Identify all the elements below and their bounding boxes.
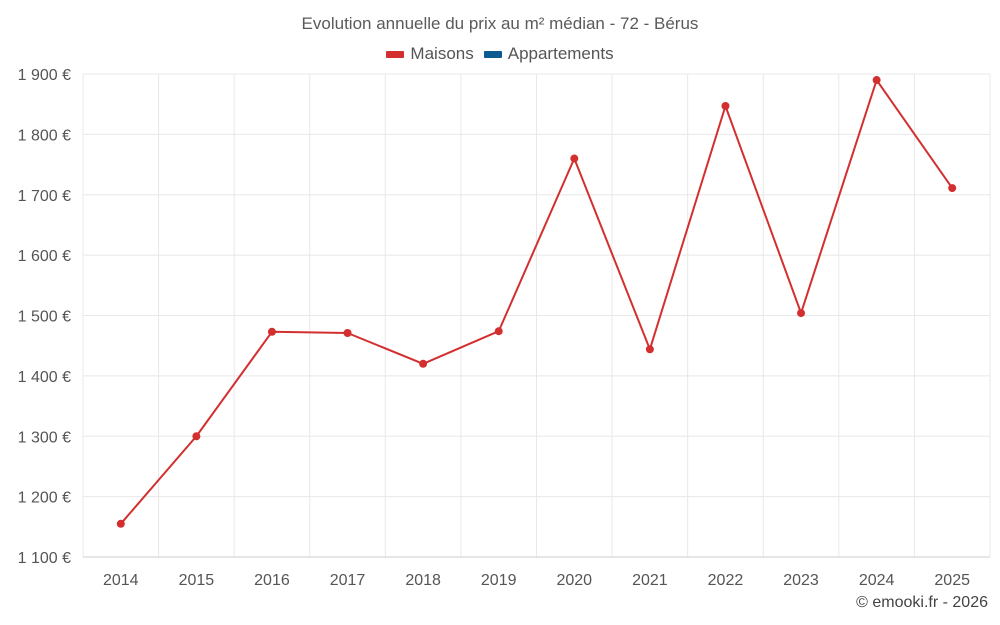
data-point[interactable] (872, 76, 881, 85)
x-tick-label: 2019 (481, 572, 517, 589)
legend-item-appartements[interactable]: Appartements (483, 44, 614, 64)
x-axis-ticks: 2014 2015 2016 2017 2018 2019 2020 2021 2022 2023… (103, 572, 970, 589)
x-tick-label: 2016 (254, 572, 290, 589)
x-tick-label: 2018 (405, 572, 441, 589)
y-tick-label: 1 100 € (18, 550, 71, 567)
data-point[interactable] (192, 432, 201, 441)
x-tick-label: 2023 (783, 572, 819, 589)
legend-swatch-maisons (386, 50, 405, 58)
chart-title: Evolution annuelle du prix au m² médian … (301, 14, 699, 33)
series-points (116, 76, 957, 528)
data-point[interactable] (948, 184, 957, 193)
data-point[interactable] (797, 309, 806, 318)
y-tick-label: 1 400 € (18, 369, 71, 386)
data-point[interactable] (116, 519, 125, 528)
data-point[interactable] (419, 359, 428, 368)
data-point[interactable] (721, 101, 730, 110)
data-point[interactable] (343, 329, 352, 338)
y-tick-label: 1 800 € (18, 127, 71, 144)
y-axis-ticks: 1 100 € 1 200 € 1 300 € 1 400 € 1 500 € 1 600… (18, 67, 71, 567)
data-point[interactable] (645, 345, 654, 354)
x-tick-label: 2020 (556, 572, 592, 589)
series-lines (120, 79, 954, 525)
copyright-credit: © emooki.fr - 2026 (856, 594, 988, 611)
x-tick-label: 2015 (179, 572, 215, 589)
x-tick-label: 2024 (859, 572, 895, 589)
y-tick-label: 1 200 € (18, 490, 71, 507)
x-tick-label: 2025 (934, 572, 970, 589)
data-point[interactable] (570, 154, 579, 163)
legend-item-maisons[interactable]: Maisons (386, 44, 474, 64)
legend-label-appartements: Appartements (507, 44, 614, 63)
x-tick-label: 2021 (632, 572, 668, 589)
grid-lines (82, 73, 991, 558)
legend-label-maisons: Maisons (410, 44, 474, 63)
data-point[interactable] (494, 327, 503, 336)
data-point[interactable] (267, 327, 276, 336)
y-tick-label: 1 500 € (18, 309, 71, 326)
legend-swatch-appartements (483, 50, 502, 58)
y-tick-label: 1 300 € (18, 429, 71, 446)
y-tick-label: 1 600 € (18, 248, 71, 265)
series-line-maisons (120, 79, 954, 525)
x-tick-label: 2017 (330, 572, 366, 589)
x-tick-label: 2022 (708, 572, 744, 589)
y-tick-label: 1 700 € (18, 188, 71, 205)
chart-legend: Maisons Appartements (0, 44, 1000, 64)
y-tick-label: 1 900 € (18, 67, 71, 84)
x-tick-label: 2014 (103, 572, 139, 589)
